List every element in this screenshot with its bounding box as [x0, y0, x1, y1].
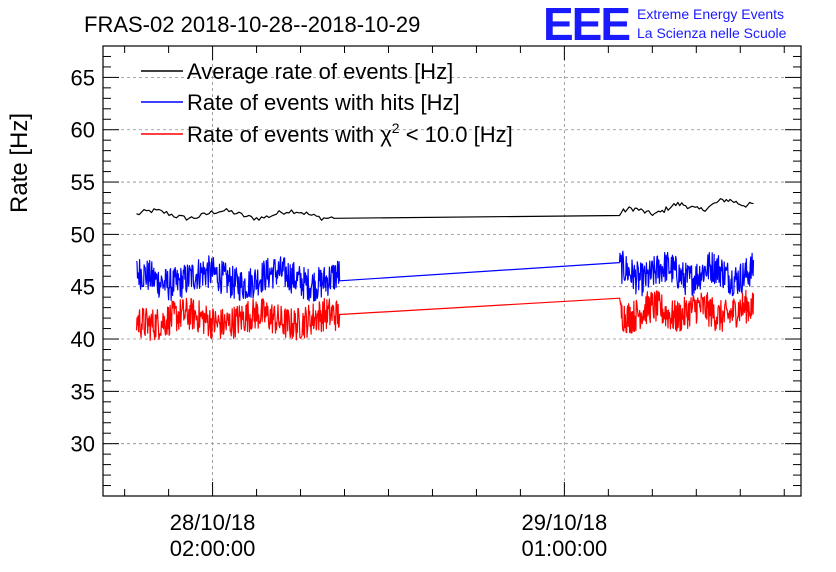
x-tick-time-1: 01:00:00 — [522, 536, 608, 561]
x-tick-time-0: 02:00:00 — [170, 536, 256, 561]
y-axis-title: Rate [Hz] — [6, 113, 33, 213]
logo-line2: La Scienza nelle Scuole — [637, 25, 787, 41]
y-tick-label-65: 65 — [71, 65, 95, 90]
legend-chi2-suffix: < 10.0 [Hz] — [400, 122, 513, 147]
y-tick-label-55: 55 — [71, 170, 95, 195]
y-tick-label-40: 40 — [71, 327, 95, 352]
y-tick-label-60: 60 — [71, 118, 95, 143]
y-tick-label-35: 35 — [71, 379, 95, 404]
y-tick-label-45: 45 — [71, 275, 95, 300]
legend-label-chi2: Rate of events with χ2 < 10.0 [Hz] — [187, 120, 513, 147]
axes — [102, 45, 802, 497]
y-tick-label-50: 50 — [71, 222, 95, 247]
legend-label-average: Average rate of events [Hz] — [187, 59, 453, 84]
series-line-1 — [135, 250, 755, 302]
legend: Average rate of events [Hz] Rate of even… — [141, 59, 513, 147]
y-tick-labels: 30 35 40 45 50 55 60 65 — [71, 65, 95, 456]
logo-line1: Extreme Energy Events — [637, 6, 784, 22]
logo-mark: EEE — [543, 0, 629, 50]
plot-frame — [102, 45, 802, 497]
x-tick-date-0: 28/10/18 — [170, 510, 256, 535]
legend-chi2-symbol: χ — [380, 122, 392, 147]
legend-label-hits: Rate of events with hits [Hz] — [187, 90, 460, 115]
eee-logo: EEE Extreme Energy Events La Scienza nel… — [543, 0, 787, 50]
chart-title: FRAS-02 2018-10-28--2018-10-29 — [84, 12, 420, 37]
y-tick-label-30: 30 — [71, 432, 95, 457]
series-line-2 — [135, 289, 755, 341]
legend-chi2-sup: 2 — [392, 120, 400, 136]
legend-chi2-prefix: Rate of events with — [187, 122, 380, 147]
series-line-0 — [136, 198, 754, 221]
x-tick-date-1: 29/10/18 — [522, 510, 608, 535]
data-series — [135, 198, 755, 341]
